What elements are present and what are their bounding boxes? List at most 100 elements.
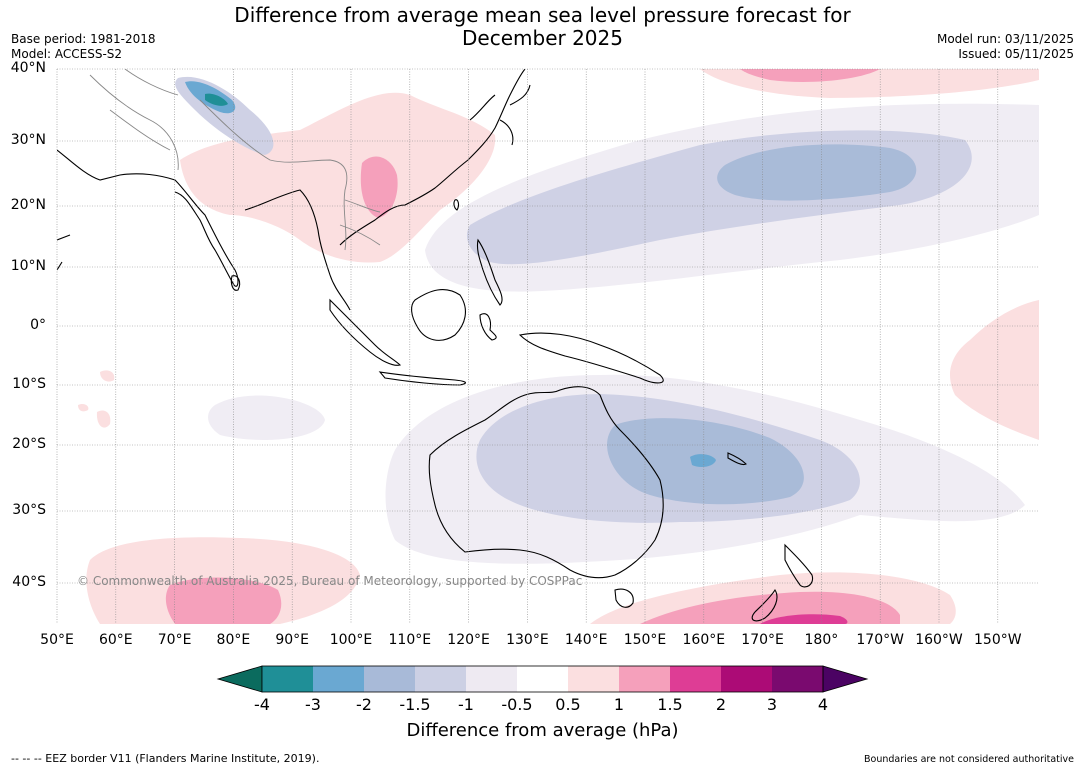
border-west-asia <box>89 74 179 171</box>
coastline-philippines <box>476 238 503 306</box>
longitude-label: 100°E <box>329 632 373 648</box>
colorbar-tick-label: -1.5 <box>399 695 431 714</box>
colorbar-tick-label: -2 <box>356 695 372 714</box>
latitude-label: 10°N <box>10 258 46 274</box>
eez-border-legend: -- -- -- EEZ border V11 (Flanders Marine… <box>11 752 320 765</box>
coastline-new-zealand <box>751 543 814 622</box>
coastline-korea-japan <box>469 84 531 146</box>
longitude-label: 140°E <box>564 632 608 648</box>
colorbar-bin <box>364 666 416 692</box>
longitude-label: 50°E <box>40 632 74 648</box>
coastlines <box>57 69 814 622</box>
coastline-indochina-china <box>339 69 526 246</box>
coastline-sri-lanka <box>230 275 241 291</box>
longitude-label: 170°E <box>741 632 784 648</box>
latitude-label: 40°N <box>10 60 46 76</box>
longitude-label: 130°E <box>506 632 549 648</box>
coastline-sulawesi <box>479 313 497 341</box>
longitude-label: 150°E <box>623 632 667 648</box>
colorbar-tick-label: 4 <box>817 695 829 714</box>
model-run-text: Model run: 03/11/2025 <box>936 32 1074 46</box>
title-line-2: December 2025 <box>462 26 623 50</box>
colorbar-bin <box>670 666 722 692</box>
anomaly-region-south-pacific-light <box>208 395 325 440</box>
colorbar-bin <box>517 666 569 692</box>
anomaly-region-indian-ocean-blob-3 <box>78 403 89 412</box>
longitude-label: 160°W <box>915 632 963 648</box>
border-himalaya <box>199 99 348 251</box>
latitude-label: 10°S <box>12 376 46 392</box>
colorbar-tick-label: 1 <box>613 695 625 714</box>
colorbar-tick-label: -0.5 <box>501 695 533 714</box>
anomaly-region-indian-ocean-blob-2 <box>96 410 111 428</box>
meta-left: Base period: 1981-2018 Model: ACCESS-S2 <box>11 32 156 62</box>
colorbar-tick-label: 0.5 <box>555 695 581 714</box>
latitude-label: 20°N <box>10 197 46 213</box>
coastline-new-guinea <box>518 332 664 384</box>
anomaly-region-southern-indian-positive-mid <box>165 577 282 624</box>
colorbar-bin <box>772 666 824 692</box>
latitude-label: 40°S <box>12 574 46 590</box>
anomaly-region-asia-light-positive <box>180 92 496 263</box>
anomaly-region-east-pacific-positive <box>950 300 1039 440</box>
anomaly-region-north-pacific-positive-mid <box>740 69 880 82</box>
latitude-label: 20°S <box>12 436 46 452</box>
latitude-label: 0° <box>30 317 46 333</box>
coastline-arabia-india <box>57 149 239 287</box>
model-text: Model: ACCESS-S2 <box>11 47 123 61</box>
latitude-label: 30°S <box>12 502 46 518</box>
anomaly-region-australia-peak <box>690 454 716 468</box>
border-indochina <box>339 199 381 246</box>
coastline-east-africa <box>57 234 71 271</box>
anomaly-region-south-china-positive <box>360 156 398 218</box>
longitude-label: 150°W <box>974 632 1022 648</box>
colorbar-tick-label: 3 <box>766 695 778 714</box>
colorbar-tick-label: 1.5 <box>657 695 683 714</box>
longitude-label: 170°W <box>856 632 904 648</box>
copyright-notice: © Commonwealth of Australia 2025, Bureau… <box>77 574 583 588</box>
boundaries-disclaimer: Boundaries are not considered authoritat… <box>864 754 1074 765</box>
anomaly-region-indian-ocean-blob-1 <box>100 370 115 382</box>
anomaly-region-himalaya-strong <box>205 93 228 106</box>
coastline-sumatra <box>329 298 402 366</box>
longitude-label: 70°E <box>157 632 192 648</box>
colorbar-bin <box>415 666 467 692</box>
longitude-label: 90°E <box>275 632 310 648</box>
anomaly-region-tasman-positive-strong <box>760 614 848 624</box>
longitude-label: 80°E <box>216 632 251 648</box>
colorbar-tick-label: 2 <box>715 695 727 714</box>
coastline-taiwan <box>453 199 460 211</box>
colorbar-title: Difference from average (hPa) <box>406 720 679 741</box>
coastline-java <box>378 371 466 386</box>
colorbar-bin <box>619 666 671 692</box>
colorbar-bin <box>262 666 314 692</box>
map-title: Difference from average mean sea level p… <box>0 4 1085 50</box>
base-period-text: Base period: 1981-2018 <box>11 32 156 46</box>
colorbar-tick-label: -4 <box>254 695 270 714</box>
title-line-1: Difference from average mean sea level p… <box>234 3 851 27</box>
coastline-borneo <box>411 289 466 341</box>
longitude-label: 180° <box>804 632 839 648</box>
latitude-label: 30°N <box>10 132 46 148</box>
issued-text: Issued: 05/11/2025 <box>958 47 1074 61</box>
map-gridlines <box>56 68 1039 624</box>
anomaly-region-north-pacific-strong <box>717 144 917 201</box>
longitude-label: 160°E <box>682 632 726 648</box>
coastline-new-caledonia <box>727 452 747 466</box>
coastline-bay-of-bengal <box>244 189 351 311</box>
colorbar-max-extension <box>822 665 869 693</box>
colorbar-bin <box>466 666 518 692</box>
longitude-label: 110°E <box>388 632 432 648</box>
colorbar-bin <box>313 666 365 692</box>
colorbar-bin <box>721 666 773 692</box>
colorbar <box>216 665 869 693</box>
longitude-label: 60°E <box>98 632 133 648</box>
colorbar-outline <box>261 665 824 693</box>
longitude-label: 120°E <box>447 632 490 648</box>
colorbar-min-extension <box>216 665 263 693</box>
meta-right: Model run: 03/11/2025 Issued: 05/11/2025 <box>937 32 1074 62</box>
colorbar-tick-label: -3 <box>305 695 321 714</box>
coastline-australia <box>428 386 664 579</box>
coastline-tasmania <box>614 588 634 608</box>
